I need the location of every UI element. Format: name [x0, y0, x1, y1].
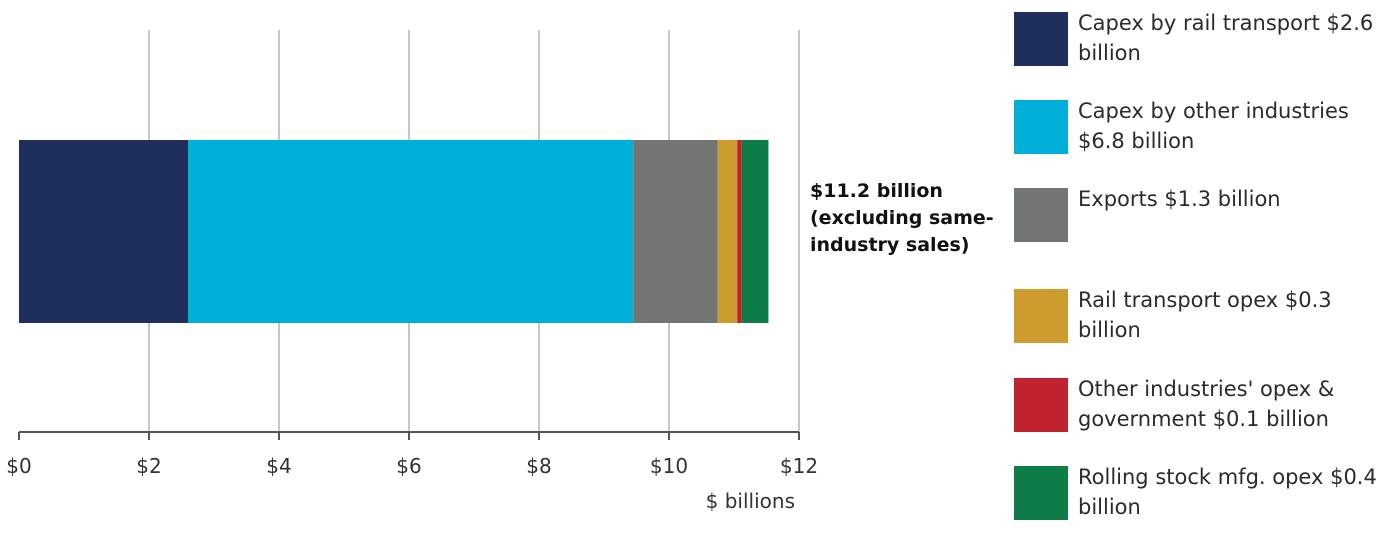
bar-segment-2 [188, 140, 634, 323]
bar-segment-3 [633, 140, 718, 323]
x-tick-label: $10 [650, 454, 688, 478]
legend-label: Rail transport opex $0.3 billion [1078, 288, 1332, 342]
legend-swatch [1014, 188, 1068, 242]
bar-segment-4 [717, 140, 738, 323]
bar-segment-1 [19, 140, 188, 323]
bar-segments [19, 140, 769, 323]
x-tick-label: $8 [526, 454, 551, 478]
legend: Capex by rail transport $2.6 billion Cape… [1014, 0, 1400, 546]
bar-segment-6 [741, 140, 769, 323]
legend-swatch [1014, 100, 1068, 154]
bar-segment-5 [737, 140, 742, 323]
legend-swatch [1014, 466, 1068, 520]
legend-swatch [1014, 12, 1068, 66]
x-tick-label: $6 [396, 454, 421, 478]
x-axis-title: $ billions [706, 489, 795, 513]
x-tick-label: $2 [136, 454, 161, 478]
total-label: $11.2 billion (excluding same-industry s… [810, 180, 994, 256]
legend-label: Capex by other industries $6.8 billion [1078, 99, 1349, 153]
stacked-bar-chart: $0 $2 $4 $6 $8 $10 $12 $ billions [6, 30, 818, 513]
x-tick-label: $12 [780, 454, 818, 478]
x-tick-label: $0 [6, 454, 31, 478]
x-tick-label: $4 [266, 454, 291, 478]
legend-swatch [1014, 378, 1068, 432]
x-axis-ticks: $0 $2 $4 $6 $8 $10 $12 [6, 432, 818, 478]
legend-label: Capex by rail transport $2.6 billion [1078, 11, 1374, 65]
legend-label: Exports $1.3 billion [1078, 187, 1281, 211]
legend-label: Rolling stock mfg. opex $0.4 billion [1078, 465, 1377, 519]
legend-swatch [1014, 289, 1068, 343]
legend-label: Other industries' opex & government $0.1… [1078, 377, 1335, 431]
